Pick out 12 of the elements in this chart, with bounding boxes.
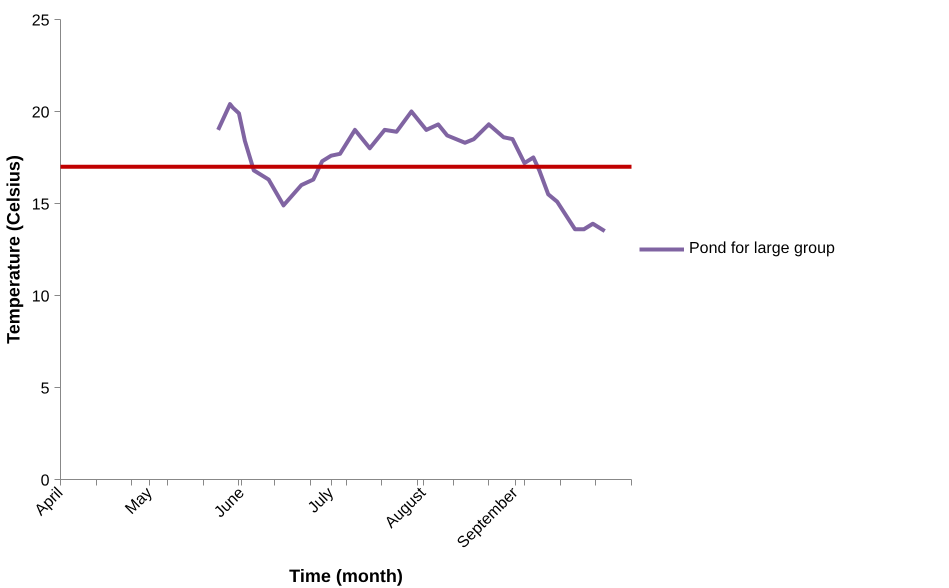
y-tick-label: 10: [32, 288, 50, 306]
y-tick-label: 20: [32, 104, 50, 122]
y-tick-label: 5: [40, 380, 50, 398]
x-tick-label: May: [122, 484, 156, 518]
x-axis-title: Time (month): [289, 566, 403, 586]
x-tick-label: July: [305, 484, 338, 517]
y-tick-label: 0: [40, 472, 50, 490]
line-series: [216, 102, 607, 234]
y-tick-label: 15: [32, 196, 50, 214]
y-tick-label: 25: [32, 12, 50, 30]
legend-label: Pond for large group: [689, 240, 835, 258]
y-axis-title: Temperature (Celsius): [4, 155, 24, 344]
